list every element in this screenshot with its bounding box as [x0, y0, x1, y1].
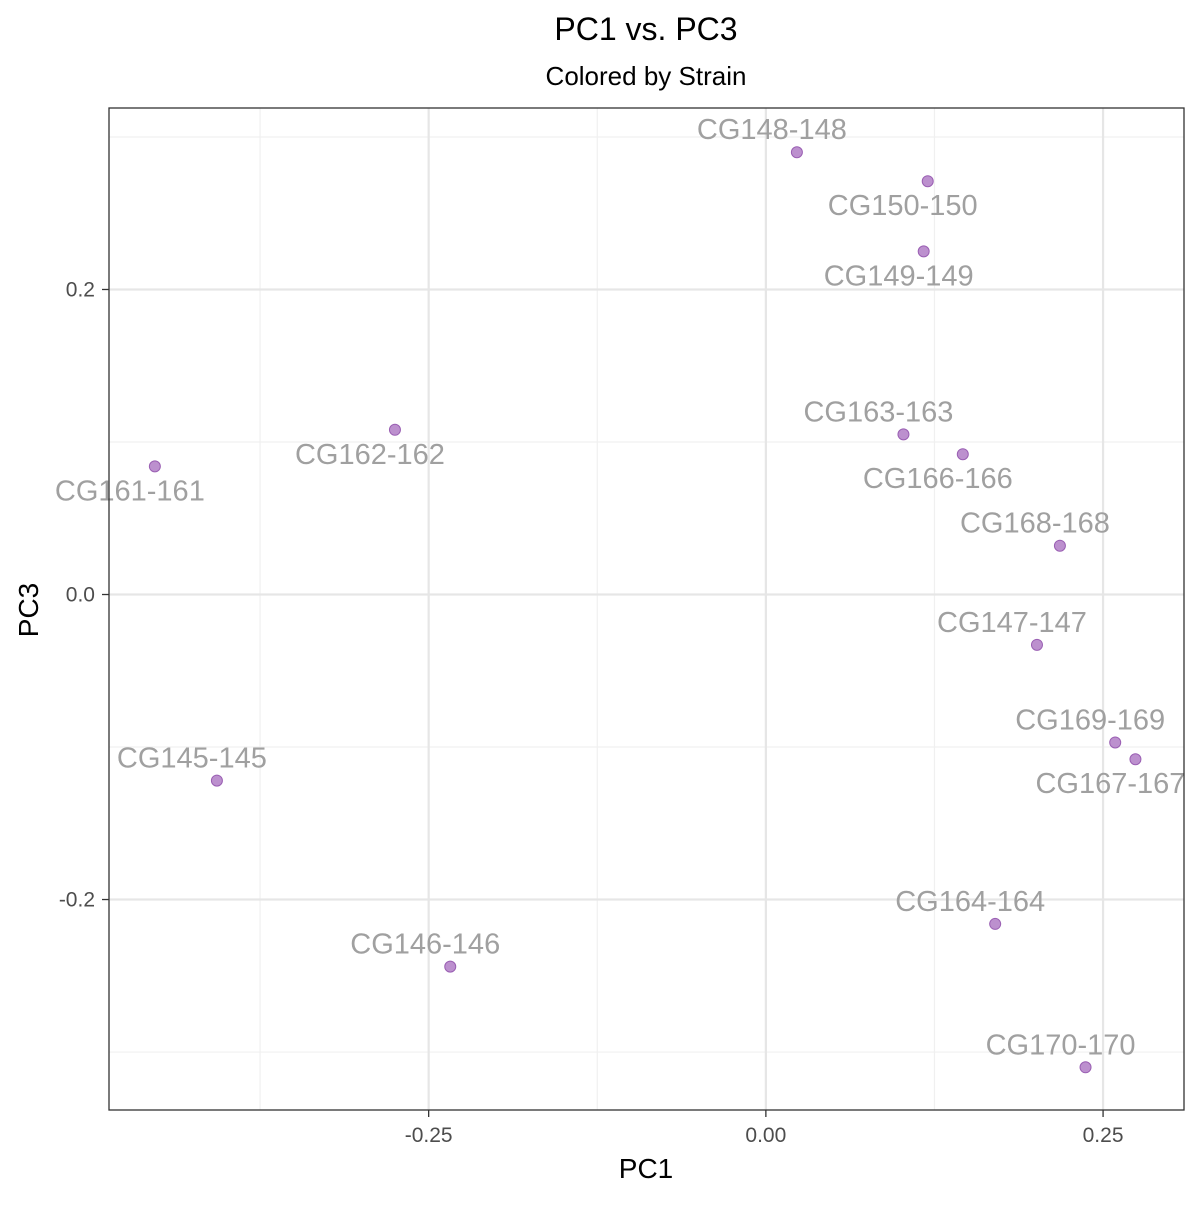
point-label: CG146-146 [350, 929, 500, 961]
point-label: CG162-162 [295, 439, 445, 471]
point-label: CG150-150 [828, 190, 978, 222]
point-label: CG168-168 [960, 508, 1110, 540]
plot-panel-border [108, 107, 1185, 1111]
data-point [956, 448, 969, 461]
axes: -0.25 0.00 0.25 -0.2 0.0 0.2 [59, 278, 1124, 1147]
data-point [148, 460, 161, 473]
y-tick-label: 0.0 [66, 584, 95, 607]
chart-title: PC1 vs. PC3 [554, 11, 737, 47]
data-point [790, 146, 803, 159]
data-point [210, 774, 223, 787]
x-axis-label: PC1 [619, 1153, 673, 1184]
data-point [444, 960, 457, 973]
data-point [1079, 1061, 1092, 1074]
data-point [1030, 638, 1043, 651]
chart-subtitle: Colored by Strain [546, 61, 747, 91]
data-points [148, 146, 1142, 1074]
data-point [1109, 736, 1122, 749]
x-tick-label: 0.25 [1083, 1124, 1124, 1147]
data-point [1053, 539, 1066, 552]
x-tick-label: -0.25 [405, 1124, 453, 1147]
point-label: CG169-169 [1015, 704, 1165, 736]
y-tick-label: 0.2 [66, 278, 95, 301]
grid [109, 108, 1184, 1110]
data-point [917, 245, 930, 258]
data-point [921, 175, 934, 188]
point-label: CG170-170 [986, 1029, 1136, 1061]
data-point [388, 423, 401, 436]
point-label: CG164-164 [895, 886, 1045, 918]
point-labels: CG148-148 CG150-150 CG149-149 CG162-162 CG16… [55, 114, 1186, 1061]
point-label: CG145-145 [117, 743, 267, 775]
point-label: CG167-167 [1035, 768, 1185, 800]
data-point [989, 917, 1002, 930]
point-label: CG166-166 [863, 463, 1013, 495]
point-label: CG147-147 [937, 607, 1087, 639]
point-label: CG161-161 [55, 475, 205, 507]
data-point [897, 428, 910, 441]
point-label: CG148-148 [697, 114, 847, 146]
x-tick-label: 0.00 [745, 1124, 786, 1147]
y-axis-label: PC3 [13, 583, 44, 637]
y-tick-label: -0.2 [59, 889, 95, 912]
point-label: CG149-149 [824, 260, 974, 292]
data-point [1129, 753, 1142, 766]
point-label: CG163-163 [803, 396, 953, 428]
